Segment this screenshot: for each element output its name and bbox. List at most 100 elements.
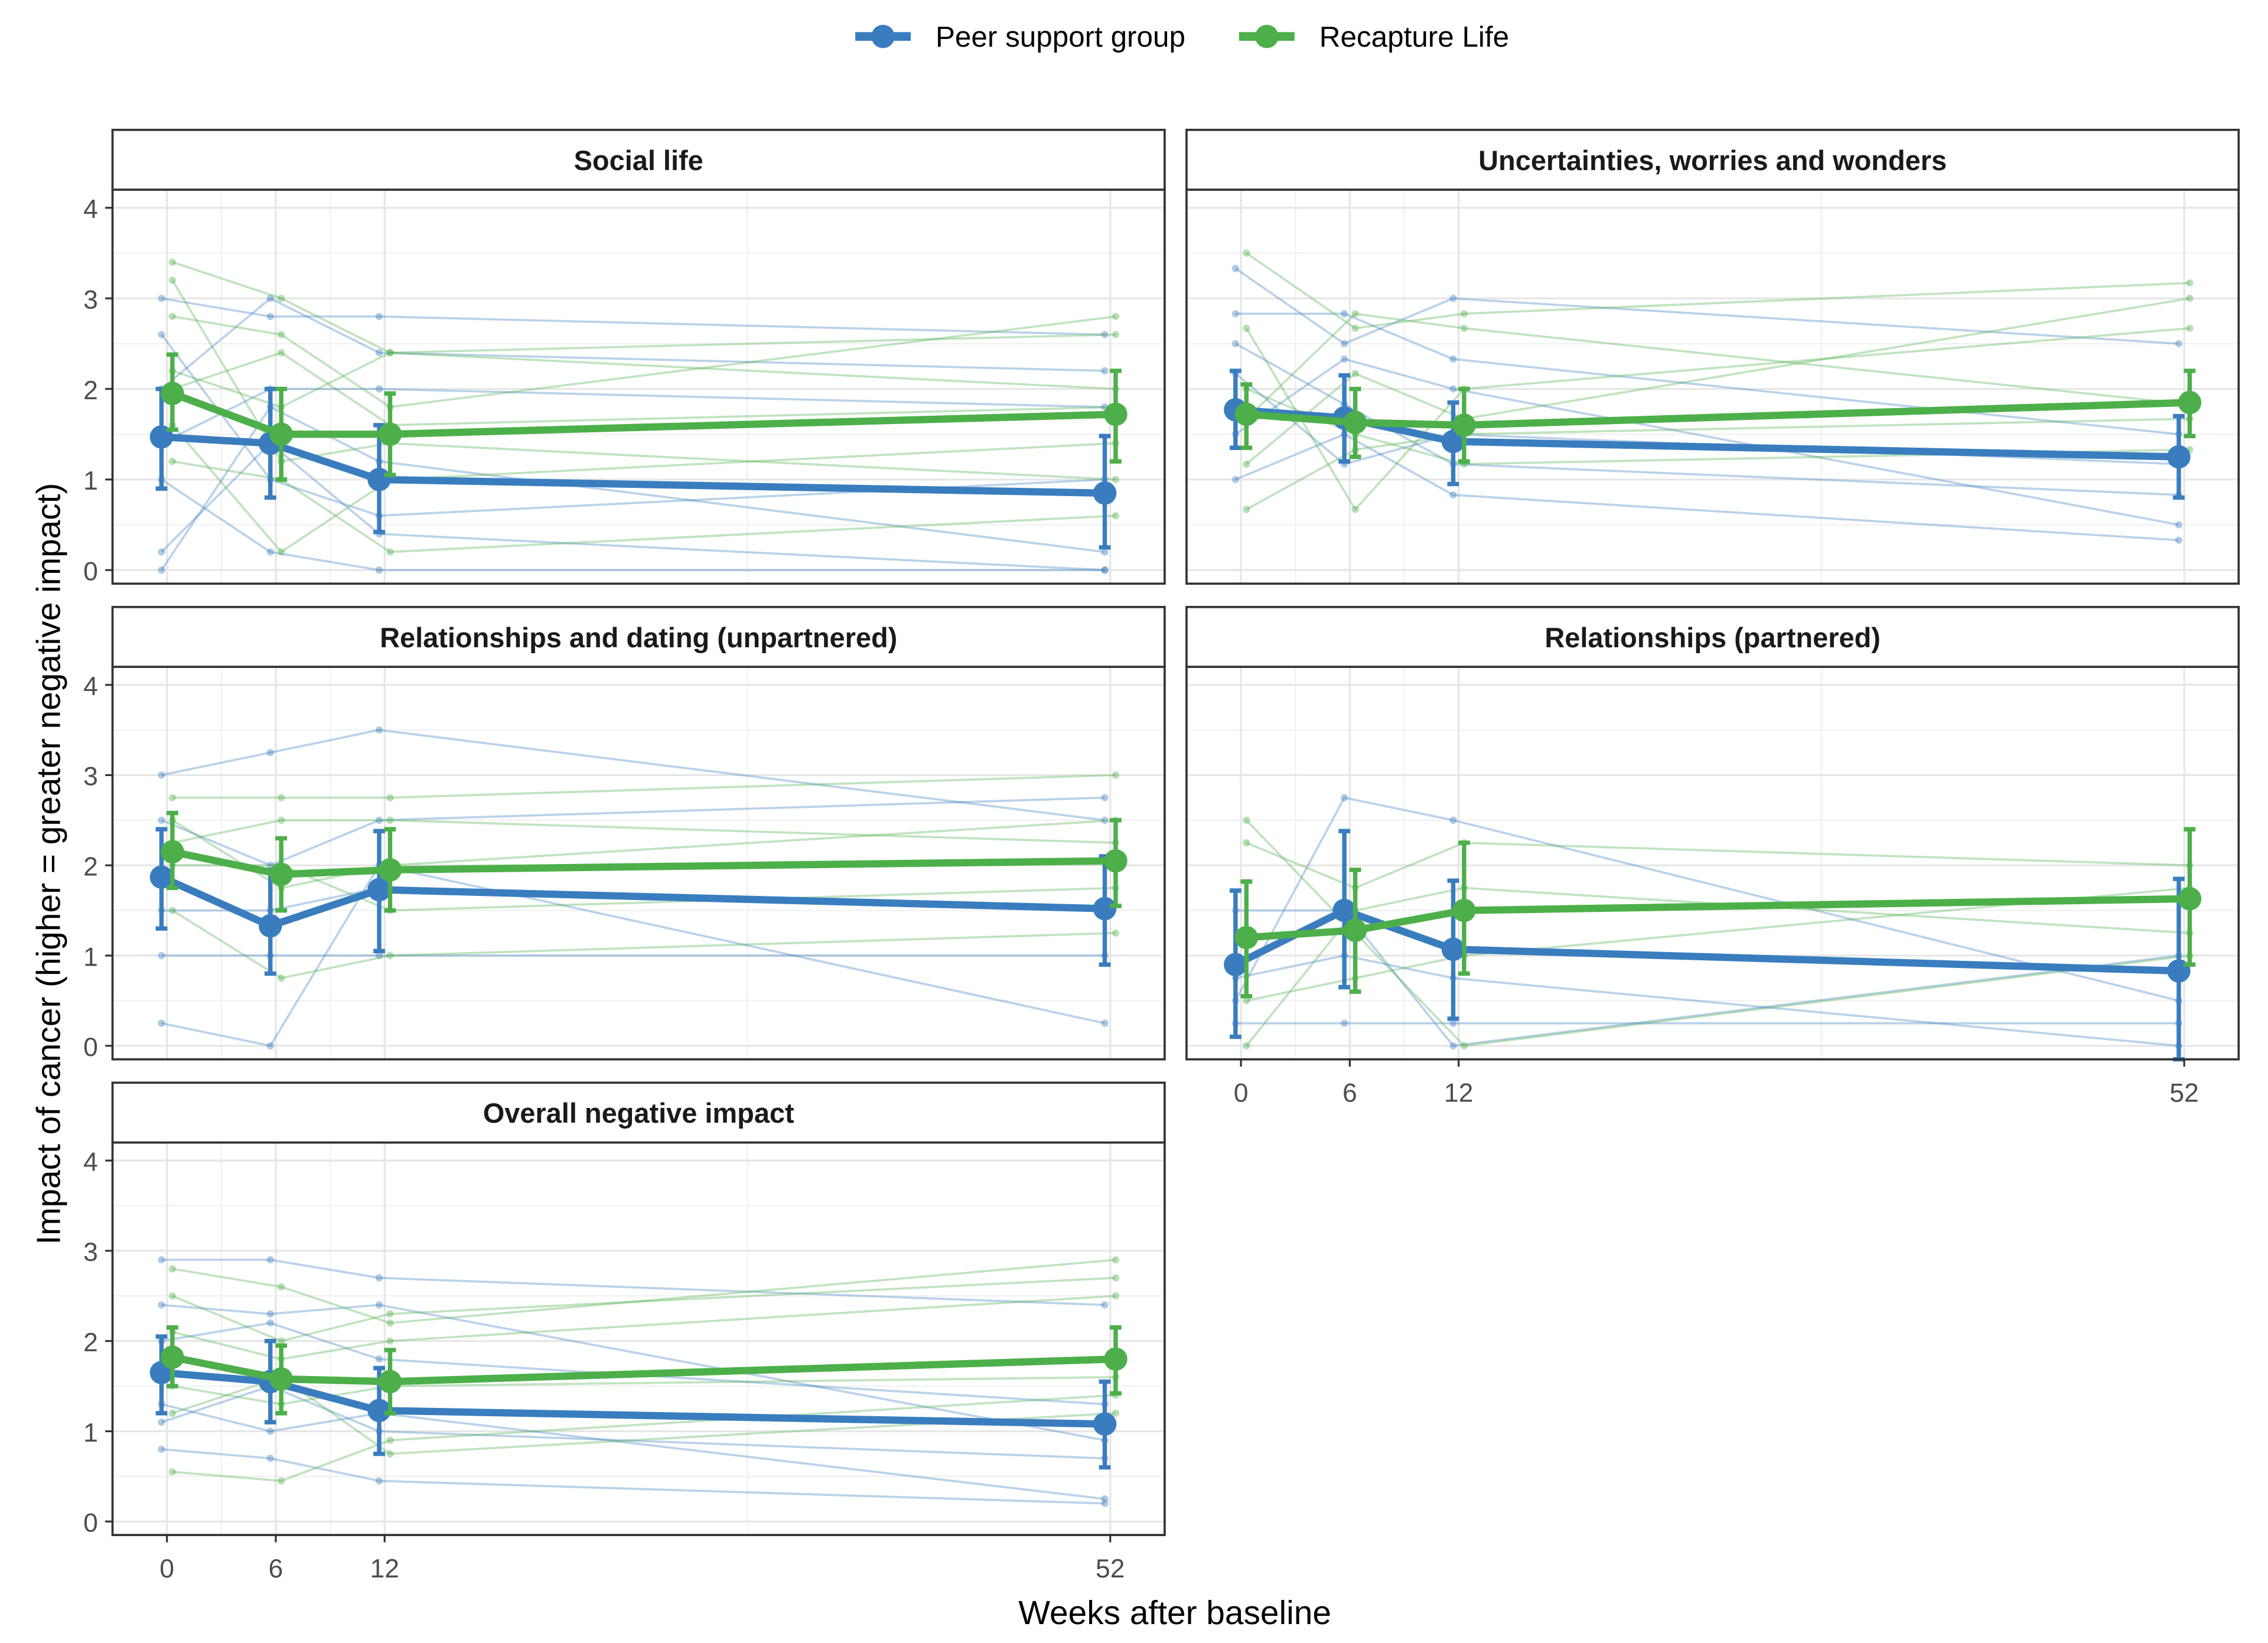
individual-point: [1231, 265, 1240, 272]
mean-point: [1234, 925, 1259, 950]
individual-trajectory: [161, 387, 1105, 445]
individual-trajectory: [172, 315, 1116, 409]
panel: Social life 0 1 2 3 4: [83, 129, 1166, 586]
panel: Uncertainties, worries and wonders: [1185, 129, 2240, 585]
y-tick-label: 0: [83, 558, 98, 586]
individual-point: [1243, 249, 1250, 257]
individual-point: [168, 276, 177, 284]
individual-point: [1101, 548, 1109, 556]
y-tick-label: 2: [83, 376, 98, 405]
individual-point: [386, 1436, 394, 1444]
individual-trajectory: [1246, 252, 2190, 330]
individual-point: [1449, 816, 1457, 824]
individual-trajectory: [161, 478, 1105, 572]
legend-label: Recapture Life: [1319, 21, 1509, 53]
individual-trajectory: [172, 1295, 1116, 1361]
individual-trajectory: [1235, 433, 2179, 542]
mean-point: [378, 1370, 402, 1394]
individual-point: [375, 726, 383, 734]
mean-point: [161, 840, 184, 864]
mean-point: [161, 382, 184, 406]
individual-point: [2186, 295, 2194, 302]
individual-point: [1112, 331, 1120, 338]
individual-trajectory: [172, 351, 1116, 426]
individual-point: [1460, 324, 1468, 332]
individual-point: [2175, 536, 2183, 544]
individual-trajectory: [161, 729, 1105, 822]
individual-trajectory: [172, 1276, 1116, 1342]
individual-point: [1101, 1301, 1109, 1309]
individual-trajectory: [172, 1375, 1116, 1406]
individual-point: [2186, 279, 2194, 287]
individual-point: [158, 295, 165, 302]
mean-point: [1234, 402, 1259, 426]
individual-point: [266, 1256, 274, 1264]
individual-point: [158, 771, 165, 779]
mean-point: [258, 914, 282, 938]
individual-point: [1340, 355, 1348, 363]
mean-point: [1343, 410, 1367, 435]
individual-trajectory: [172, 819, 1116, 844]
panel: Relationships (partnered) 0 6 12 52: [1185, 605, 2240, 1107]
y-tick-label: 1: [83, 943, 98, 972]
individual-point: [375, 1301, 383, 1309]
y-tick-label: 4: [83, 195, 98, 224]
y-tick-label: 2: [83, 1328, 98, 1357]
individual-point: [1101, 1019, 1109, 1027]
individual-point: [386, 951, 394, 960]
individual-point: [1112, 771, 1120, 779]
mean-line-recapture-life: [171, 1354, 1116, 1386]
individual-point: [386, 349, 394, 357]
mean-line-peer-support: [159, 873, 1105, 930]
individual-point: [375, 1274, 383, 1282]
individual-point: [1449, 1042, 1457, 1049]
individual-point: [1460, 310, 1468, 318]
individual-trajectory: [161, 1385, 1105, 1460]
individual-trajectory: [171, 424, 1116, 554]
mean-line-recapture-life: [171, 390, 1116, 438]
individual-trajectory: [161, 864, 1105, 1047]
individual-point: [1243, 460, 1250, 468]
legend-entry: Peer support group: [855, 21, 1185, 53]
individual-point: [1101, 816, 1109, 824]
individual-trajectory: [172, 261, 1116, 354]
individual-point: [1243, 816, 1250, 824]
facet-title: Uncertainties, worries and wonders: [1478, 145, 1947, 176]
individual-point: [1340, 310, 1348, 318]
individual-trajectory: [161, 796, 1105, 867]
mean-point: [378, 858, 402, 882]
individual-point: [158, 1419, 165, 1426]
individual-point: [2175, 521, 2183, 529]
mean-point: [1104, 402, 1128, 426]
individual-point: [386, 816, 394, 824]
facet-title: Overall negative impact: [483, 1098, 794, 1129]
individual-point: [386, 1337, 394, 1345]
individual-point: [1351, 370, 1359, 377]
individual-trajectory: [1245, 886, 2190, 1047]
individual-point: [277, 349, 285, 357]
mean-point: [367, 1398, 391, 1423]
mean-point: [161, 1345, 184, 1369]
individual-point: [1449, 295, 1457, 302]
individual-trajectory: [171, 279, 1116, 481]
individual-point: [266, 1319, 274, 1327]
facet-strip: [111, 1081, 1166, 1144]
individual-trajectory: [1235, 312, 2179, 436]
individual-trajectory: [161, 1259, 1105, 1306]
individual-point: [386, 1450, 394, 1458]
mean-line-peer-support: [161, 1368, 1105, 1428]
mean-point: [1452, 413, 1476, 437]
y-tick-label: 1: [83, 467, 98, 495]
panel-background: [112, 1142, 1165, 1536]
individual-point: [158, 1301, 165, 1309]
mean-point: [367, 468, 391, 491]
individual-trajectory: [1245, 819, 2190, 1047]
individual-point: [375, 1477, 383, 1485]
mean-point: [269, 1367, 293, 1391]
individual-point: [375, 1355, 383, 1363]
legend-key-point: [1255, 25, 1279, 48]
individual-point: [158, 816, 165, 824]
individual-point: [386, 1310, 394, 1318]
mean-point: [2167, 445, 2191, 469]
individual-point: [386, 1319, 394, 1327]
